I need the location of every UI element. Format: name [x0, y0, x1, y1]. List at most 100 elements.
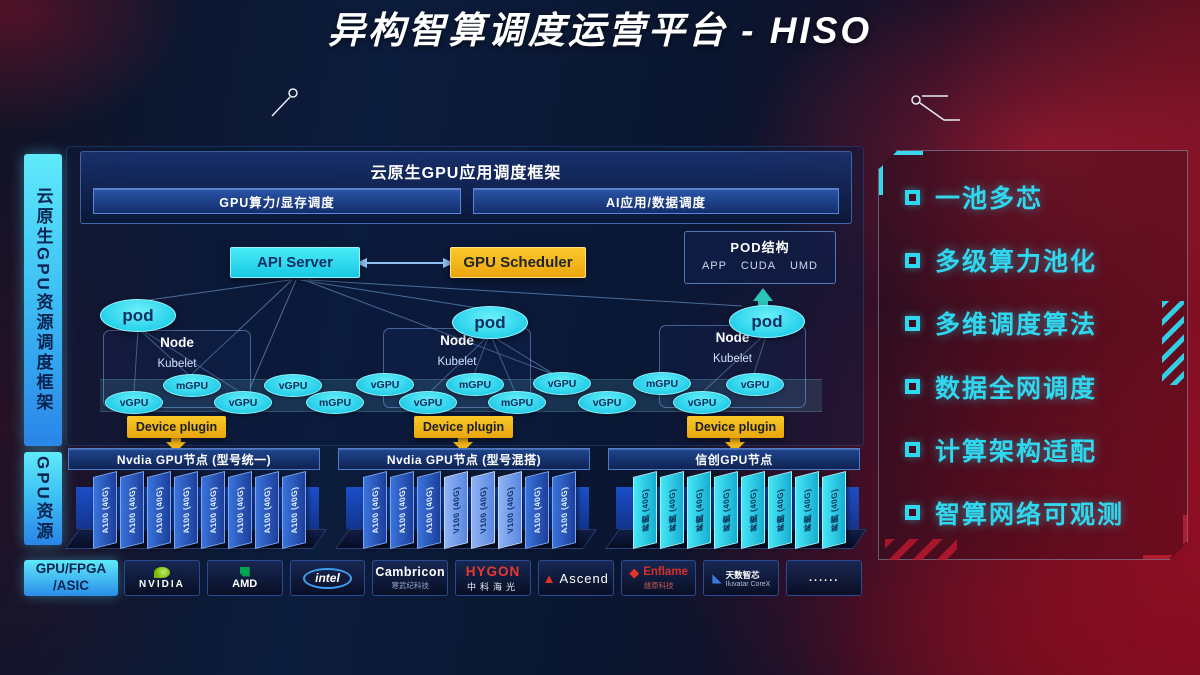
gpu-card-stack-3: 昇腾 (40G) 昇腾 (40G) 昇腾 (40G) 昇腾 (40G) 昇腾 (… [633, 471, 853, 552]
vendor-ascend: ▲ Ascend [537, 560, 614, 596]
gpu-card: 昇腾 (40G) [822, 471, 846, 549]
checkbox-bullet-icon [905, 316, 920, 331]
page-title: 异构智算调度运营平台 - HISO [327, 10, 873, 51]
feature-label: 一池多芯 [935, 185, 1044, 213]
gpu-ellipse: vGPU [533, 372, 591, 395]
vendor-iluvatar: ◣ 天数智芯 Iluvatar CoreX [703, 560, 780, 596]
gpu-ellipse: vGPU [264, 374, 322, 397]
feature-item: 数据全网调度 [905, 369, 1167, 405]
gpu-card: A100 (40G) [390, 471, 414, 549]
gpu-card: 昇腾 (40G) [633, 471, 657, 549]
gpu-card: V100 (40G) [444, 471, 468, 549]
feature-item: 多级算力池化 [905, 242, 1167, 278]
gpu-card: A100 (40G) [174, 471, 198, 549]
hardware-label-line2: /ASIC [52, 578, 89, 593]
gpu-card: A100 (40G) [147, 471, 171, 549]
device-plugin-3: Device plugin [687, 416, 784, 438]
ascend-flame-icon: ▲ [542, 570, 556, 586]
gpu-card: 昇腾 (40G) [768, 471, 792, 549]
kubelet-label: Kubelet [712, 353, 752, 365]
checkbox-bullet-icon [905, 505, 920, 520]
gpu-ellipse: vGPU [214, 391, 272, 414]
gpu-card: A100 (40G) [228, 471, 252, 549]
gpu-card: A100 (40G) [93, 471, 117, 549]
vendor-name: ...... [808, 572, 840, 584]
checkbox-bullet-icon [905, 379, 920, 394]
gpu-card: A100 (40G) [552, 471, 576, 549]
checkbox-bullet-icon [905, 442, 920, 457]
vendor-cambricon: Cambricon 寒武纪科技 [372, 560, 449, 596]
gpu-ellipse: mGPU [306, 391, 364, 414]
vendor-more: ...... [786, 560, 863, 596]
hazard-stripes-icon [885, 539, 957, 563]
gpu-ellipse: vGPU [578, 391, 636, 414]
gpu-card: V100 (40G) [498, 471, 522, 549]
pod-ellipse-2: pod [452, 306, 528, 339]
framework-header: 云原生GPU应用调度框架 [370, 165, 562, 182]
gpu-ellipse: mGPU [488, 391, 546, 414]
panel-corner-accent-icon [879, 151, 923, 195]
vendor-nvidia: NVIDIA [124, 560, 200, 596]
vendor-name: Cambricon [375, 565, 446, 579]
kubelet-label: Kubelet [157, 358, 197, 370]
gpu-card: A100 (40G) [255, 471, 279, 549]
intel-logo-icon: intel [303, 567, 352, 589]
vendor-name: HYGON [465, 563, 521, 579]
gpu-node-bar-mixed: Nvdia GPU节点 (型号混搭) [338, 448, 590, 470]
vendor-name: NVIDIA [138, 578, 185, 590]
vendor-name: AMD [232, 577, 258, 590]
gpu-card: A100 (40G) [525, 471, 549, 549]
features-list: 一池多芯 多级算力池化 多维调度算法 数据全网调度 计算架构适配 智算网络可观测 [905, 179, 1167, 531]
gpu-card: A100 (40G) [363, 471, 387, 549]
hardware-label-line1: GPU/FPGA [35, 561, 107, 577]
panel-corner-accent-icon [1143, 515, 1187, 559]
nvidia-logo-icon [153, 566, 170, 578]
feature-item: 多维调度算法 [905, 305, 1167, 341]
gpu-ellipse: vGPU [726, 373, 784, 396]
checkbox-bullet-icon [905, 190, 920, 205]
feature-item: 计算架构适配 [905, 432, 1167, 468]
feature-item: 智算网络可观测 [905, 495, 1167, 531]
checkbox-bullet-icon [905, 253, 920, 268]
title-bar: 异构智算调度运营平台 - HISO [0, 0, 1200, 54]
vendor-enflame: ◆ Enflame 燧原科技 [620, 560, 697, 596]
node-label: Node [160, 335, 194, 350]
gpu-card: 昇腾 (40G) [687, 471, 711, 549]
gpu-ellipse: mGPU [446, 373, 504, 396]
gpu-card-stack-2: A100 (40G) A100 (40G) A100 (40G) V100 (4… [363, 471, 583, 552]
vendor-name: Enflame [643, 566, 688, 578]
vendor-name: 天数智芯 [725, 569, 760, 580]
scheduling-framework-box: 云原生GPU应用调度框架 GPU算力/显存调度 AI应用/数据调度 [80, 151, 852, 224]
pod-structure-box: POD结构 APP CUDA UMD [684, 231, 836, 284]
gpu-card: V100 (40G) [471, 471, 495, 549]
gpu-card: A100 (40G) [282, 471, 306, 549]
feature-label: 计算架构适配 [935, 437, 1098, 466]
subbar-gpu-compute-scheduling: GPU算力/显存调度 [93, 188, 461, 214]
circuit-left-icon [271, 88, 298, 117]
left-bar-gpu-resources: GPU资源 [24, 452, 62, 545]
node-label: Node [440, 333, 474, 348]
gpu-card: 昇腾 (40G) [741, 471, 765, 549]
device-plugin-1: Device plugin [127, 416, 226, 438]
hazard-stripes-icon [1162, 301, 1184, 385]
gpu-ellipse: vGPU [399, 391, 457, 414]
pod-layer-umd: UMD [789, 260, 819, 272]
pod-structure-title: POD结构 [730, 240, 790, 255]
gpu-node-bar-uniform: Nvdia GPU节点 (型号统一) [68, 448, 320, 470]
features-panel: 一池多芯 多级算力池化 多维调度算法 数据全网调度 计算架构适配 智算网络可观测 [878, 150, 1188, 560]
vendor-amd: AMD [206, 560, 283, 596]
feature-label: 智算网络可观测 [935, 500, 1125, 529]
vendor-subname: Iluvatar CoreX [725, 580, 771, 588]
pod-ellipse-1: pod [100, 299, 176, 332]
gpu-node-bar-xinchuang: 信创GPU节点 [608, 448, 860, 470]
vendor-name: Ascend [559, 570, 609, 586]
vendor-subname: 燧原科技 [643, 580, 674, 590]
gpu-ellipse: mGPU [163, 374, 221, 397]
gpu-scheduler-box: GPU Scheduler [450, 247, 586, 278]
amd-logo-icon [239, 566, 250, 577]
left-bar-cloud-native-gpu-framework: 云原生GPU资源调度框架 [24, 154, 62, 446]
device-plugin-2: Device plugin [414, 416, 513, 438]
gpu-card: 昇腾 (40G) [795, 471, 819, 549]
pod-ellipse-3: pod [729, 305, 805, 338]
